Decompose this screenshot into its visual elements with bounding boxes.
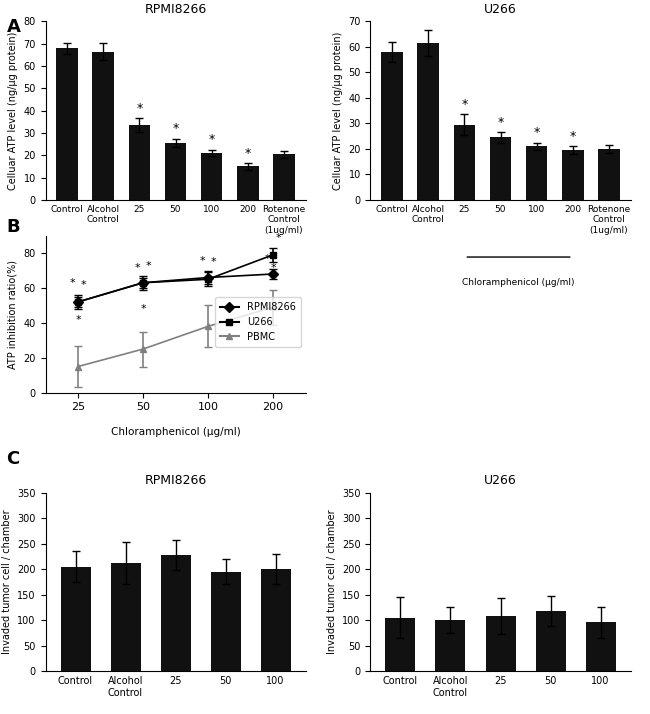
Bar <box>385 618 415 671</box>
Text: *: * <box>70 278 75 288</box>
Y-axis label: Celluar ATP level (ng/µg protein): Celluar ATP level (ng/µg protein) <box>8 31 18 190</box>
Y-axis label: ATP inhibition ratio(%): ATP inhibition ratio(%) <box>8 260 18 368</box>
Text: *: * <box>276 233 281 243</box>
Text: *: * <box>209 134 214 146</box>
Bar <box>60 567 90 671</box>
Text: Chloramphenicol (µg/ml): Chloramphenicol (µg/ml) <box>137 278 250 288</box>
Title: U266: U266 <box>484 474 517 488</box>
Bar <box>586 622 616 671</box>
Text: *: * <box>205 275 211 285</box>
Bar <box>417 43 439 200</box>
Bar <box>164 143 187 200</box>
Text: Chloramphenicol (µg/ml): Chloramphenicol (µg/ml) <box>462 278 575 288</box>
Text: *: * <box>244 147 251 160</box>
Text: *: * <box>172 122 179 135</box>
Y-axis label: Invaded tumor cell / chamber: Invaded tumor cell / chamber <box>1 510 12 654</box>
Legend: RPMI8266, U266, PBMC: RPMI8266, U266, PBMC <box>214 297 301 347</box>
Bar <box>526 146 547 200</box>
Text: *: * <box>200 256 205 266</box>
Bar <box>261 569 291 671</box>
Bar <box>57 49 78 200</box>
Text: *: * <box>140 304 146 314</box>
Text: *: * <box>81 280 86 290</box>
Bar <box>598 149 619 200</box>
Text: *: * <box>497 116 504 129</box>
Bar <box>237 166 259 200</box>
Title: RPMI8266: RPMI8266 <box>144 474 207 488</box>
Bar <box>489 138 512 200</box>
Text: *: * <box>270 263 276 273</box>
Bar <box>486 616 515 671</box>
Bar <box>92 51 114 200</box>
Y-axis label: Celluar ATP level (ng/µg protein): Celluar ATP level (ng/µg protein) <box>333 31 343 190</box>
Bar <box>382 52 403 200</box>
Bar <box>129 125 150 200</box>
Text: *: * <box>136 102 142 115</box>
Text: *: * <box>569 131 576 144</box>
Bar <box>201 153 222 200</box>
Text: *: * <box>265 253 270 263</box>
Bar <box>111 563 140 671</box>
Text: *: * <box>211 257 216 267</box>
Bar <box>562 150 584 200</box>
Text: *: * <box>75 315 81 325</box>
Bar <box>436 620 465 671</box>
Bar <box>211 572 240 671</box>
Text: *: * <box>135 263 140 273</box>
Bar <box>536 611 566 671</box>
Title: RPMI8266: RPMI8266 <box>144 3 207 16</box>
Y-axis label: Invaded tumor cell / chamber: Invaded tumor cell / chamber <box>326 510 337 654</box>
Text: *: * <box>462 99 467 111</box>
Bar <box>273 154 294 200</box>
Text: *: * <box>146 261 151 271</box>
Title: U266: U266 <box>484 3 517 16</box>
Bar <box>454 125 475 200</box>
Text: Chloramphenicol (µg/ml): Chloramphenicol (µg/ml) <box>111 427 240 437</box>
Text: A: A <box>6 18 20 36</box>
Text: B: B <box>6 218 20 236</box>
Text: *: * <box>534 126 540 139</box>
Bar <box>161 555 190 671</box>
Text: C: C <box>6 450 20 468</box>
